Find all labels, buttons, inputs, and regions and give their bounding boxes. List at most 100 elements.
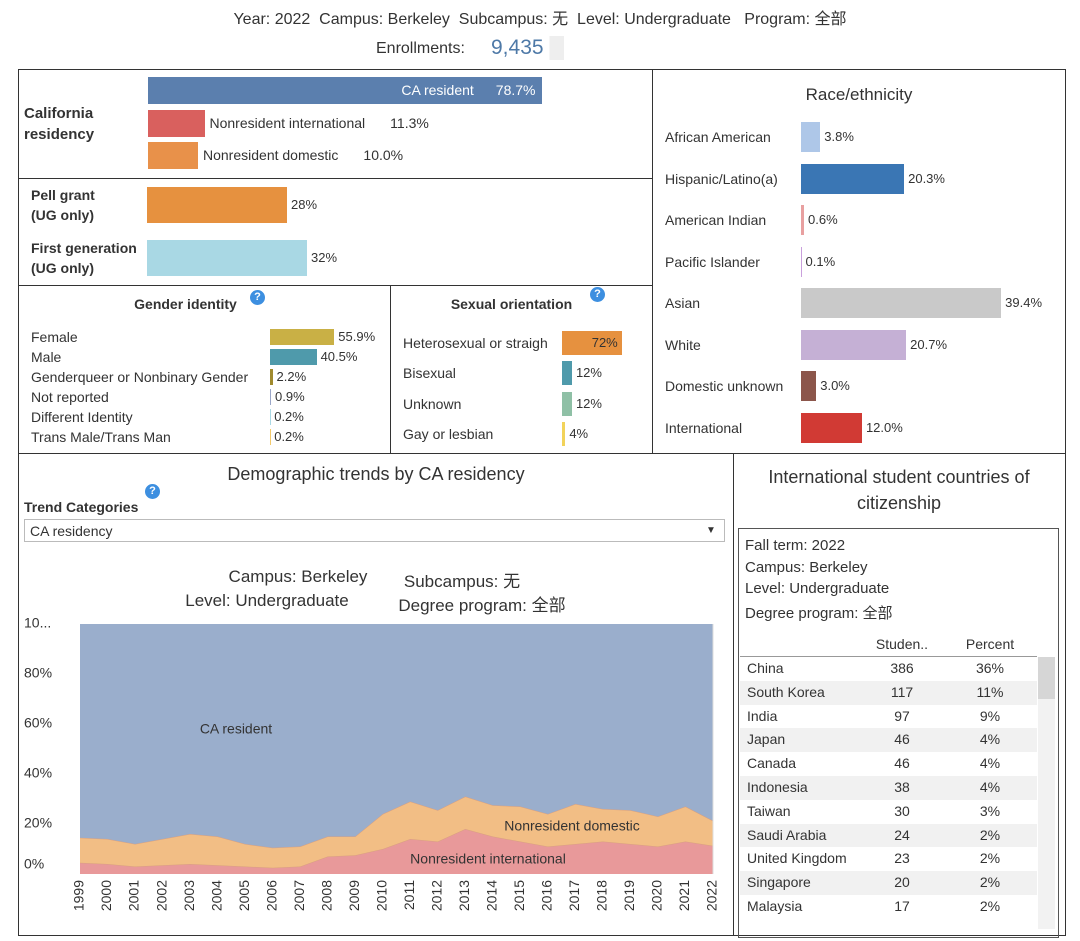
x-tick-label: 2007 xyxy=(291,880,307,911)
percent: 4% xyxy=(979,731,1001,748)
percent: 3% xyxy=(979,802,1001,819)
bar-label: Genderqueer or Nonbinary Gender xyxy=(31,368,249,385)
bar xyxy=(801,288,1002,318)
x-tick-label: 2020 xyxy=(649,880,665,911)
bar xyxy=(562,361,572,386)
x-tick-label: 1999 xyxy=(71,880,87,911)
scroll-thumb[interactable] xyxy=(1038,657,1055,699)
table-row xyxy=(740,752,1037,776)
students: 24 xyxy=(894,826,910,843)
country: Canada xyxy=(747,755,797,772)
percent: 2% xyxy=(979,898,1001,914)
y-tick-label: 20% xyxy=(24,815,52,831)
value-label: 3.0% xyxy=(820,378,850,393)
x-tick-label: 2014 xyxy=(484,880,500,911)
area-label: CA resident xyxy=(200,721,272,737)
enrollments-label: Enrollments: xyxy=(376,40,465,57)
bar xyxy=(562,391,572,416)
bar xyxy=(801,246,802,277)
dropdown[interactable]: CA residency xyxy=(24,519,725,542)
area-label: Nonresident domestic xyxy=(504,818,639,834)
bar-label: Bisexual xyxy=(403,365,456,382)
y-tick-label: 60% xyxy=(24,715,52,731)
control-label: Trend Categories xyxy=(24,499,139,515)
bar-label: Domestic unknown xyxy=(665,378,784,394)
bar xyxy=(801,205,805,235)
percent: 2% xyxy=(979,850,1001,867)
students: 46 xyxy=(894,755,910,772)
table-row xyxy=(740,704,1037,729)
column-header: Studen.. xyxy=(875,636,929,652)
bar-label: Female xyxy=(31,329,78,345)
x-tick-label: 2021 xyxy=(676,880,692,911)
value-label: 10.0% xyxy=(363,147,404,163)
percent: 11% xyxy=(976,683,1004,700)
value-label: 32% xyxy=(311,250,338,265)
panel-title: Demographic trends by CA residency xyxy=(227,464,525,484)
area-series xyxy=(80,624,713,848)
students: 30 xyxy=(894,802,910,819)
percent: 2% xyxy=(979,826,1001,843)
help-icon[interactable]: ? xyxy=(590,287,605,302)
students: 23 xyxy=(894,850,910,867)
chart-subtitle: Level: Undergraduate xyxy=(185,591,349,610)
value-label: 0.6% xyxy=(808,212,838,227)
value-label: 0.9% xyxy=(275,388,305,404)
country: Indonesia xyxy=(747,779,808,795)
x-tick-label: 2005 xyxy=(236,880,252,911)
bar-label: Pell grant (UG only) xyxy=(31,187,95,223)
country: Taiwan xyxy=(747,802,791,819)
country: Saudi Arabia xyxy=(747,826,827,843)
table-row xyxy=(740,728,1037,753)
value-label: 2.2% xyxy=(276,368,307,384)
bar-label: Pacific Islander xyxy=(665,253,760,270)
value-label: 72% xyxy=(591,335,618,350)
bar xyxy=(801,122,821,152)
bar xyxy=(270,368,273,385)
x-tick-label: 2006 xyxy=(263,880,279,911)
country: South Korea xyxy=(747,683,825,700)
table-row xyxy=(740,823,1037,848)
scrollbar xyxy=(1038,657,1055,929)
country: China xyxy=(747,660,784,676)
help-icon[interactable]: ? xyxy=(250,290,265,305)
percent: 4% xyxy=(979,755,1001,772)
value-label: 20.7% xyxy=(910,336,948,352)
bar xyxy=(801,329,907,360)
table-row xyxy=(740,895,1037,919)
value-label: 39.4% xyxy=(1005,295,1043,310)
students: 46 xyxy=(894,731,910,748)
bar xyxy=(270,329,335,345)
x-tick-label: 2010 xyxy=(373,880,389,911)
table-row xyxy=(740,776,1037,800)
x-tick-label: 2015 xyxy=(511,880,527,911)
dropdown-arrow: ▼ xyxy=(706,525,716,536)
panel-title: Gender identity xyxy=(134,296,237,312)
bar-label: African American xyxy=(665,129,771,145)
value-label: 0.2% xyxy=(274,428,304,444)
country: Japan xyxy=(747,731,786,748)
bar-label: Heterosexual or straigh xyxy=(403,335,548,351)
table-row xyxy=(740,657,1037,681)
bar-label: Nonresident international xyxy=(209,115,366,131)
bar-label: Asian xyxy=(665,295,701,311)
country: Malaysia xyxy=(747,898,803,914)
bar xyxy=(148,77,542,104)
area-series xyxy=(80,796,713,868)
area-series xyxy=(80,829,713,874)
x-tick-label: 2000 xyxy=(98,880,114,911)
x-tick-label: 2022 xyxy=(704,880,720,911)
bar-label: Male xyxy=(31,348,62,365)
x-tick-label: 2011 xyxy=(401,880,417,910)
country: Singapore xyxy=(747,874,811,891)
x-tick-label: 2001 xyxy=(126,880,142,911)
enrollments-value: 9,435 xyxy=(491,36,564,60)
percent: 2% xyxy=(979,874,1001,891)
value-label: 4% xyxy=(569,425,589,441)
info-line: Degree program: 全部 xyxy=(745,604,893,622)
x-tick-label: 2013 xyxy=(456,880,472,911)
students: 97 xyxy=(894,707,910,724)
help-icon[interactable]: ? xyxy=(145,484,160,499)
value-label: 55.9% xyxy=(338,329,376,344)
